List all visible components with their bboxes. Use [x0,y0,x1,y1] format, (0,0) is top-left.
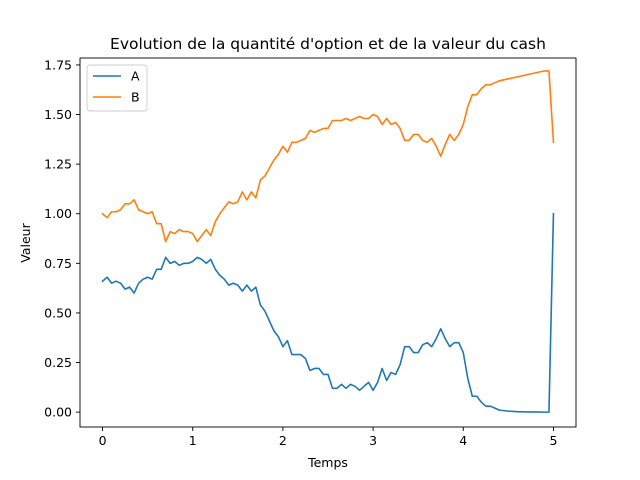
series-line-a [101,212,555,413]
y-tick-label: 1.00 [44,206,72,221]
x-tick-label: 5 [549,433,557,448]
y-tick-label: 0.50 [44,305,72,320]
x-tick-label: 3 [369,433,377,448]
chart-title: Evolution de la quantité d'option et de … [110,35,546,53]
y-tick-label: 0.75 [44,256,72,271]
y-tick-label: 1.25 [44,157,72,172]
y-tick-label: 1.50 [44,107,72,122]
y-tick-label: 0.00 [44,405,72,420]
plot-area: 0 1 2 3 4 5 0.00 0.25 0.50 0.75 1.00 1.25 1.50 1.75 [44,57,577,448]
x-tick-label: 0 [99,433,107,448]
x-tick-label: 4 [459,433,467,448]
y-tick-label: 0.25 [44,355,72,370]
x-tick-label: 2 [279,433,287,448]
series-line-b [101,70,555,243]
y-axis-label: Valeur [18,222,33,262]
legend-label-a: A [131,69,140,84]
legend-label-b: B [131,90,140,105]
axes-frame [79,57,577,428]
legend: AB [86,64,148,112]
y-tick-label: 1.75 [44,57,72,72]
x-tick-label: 1 [189,433,197,448]
x-axis-label: Temps [307,455,348,470]
